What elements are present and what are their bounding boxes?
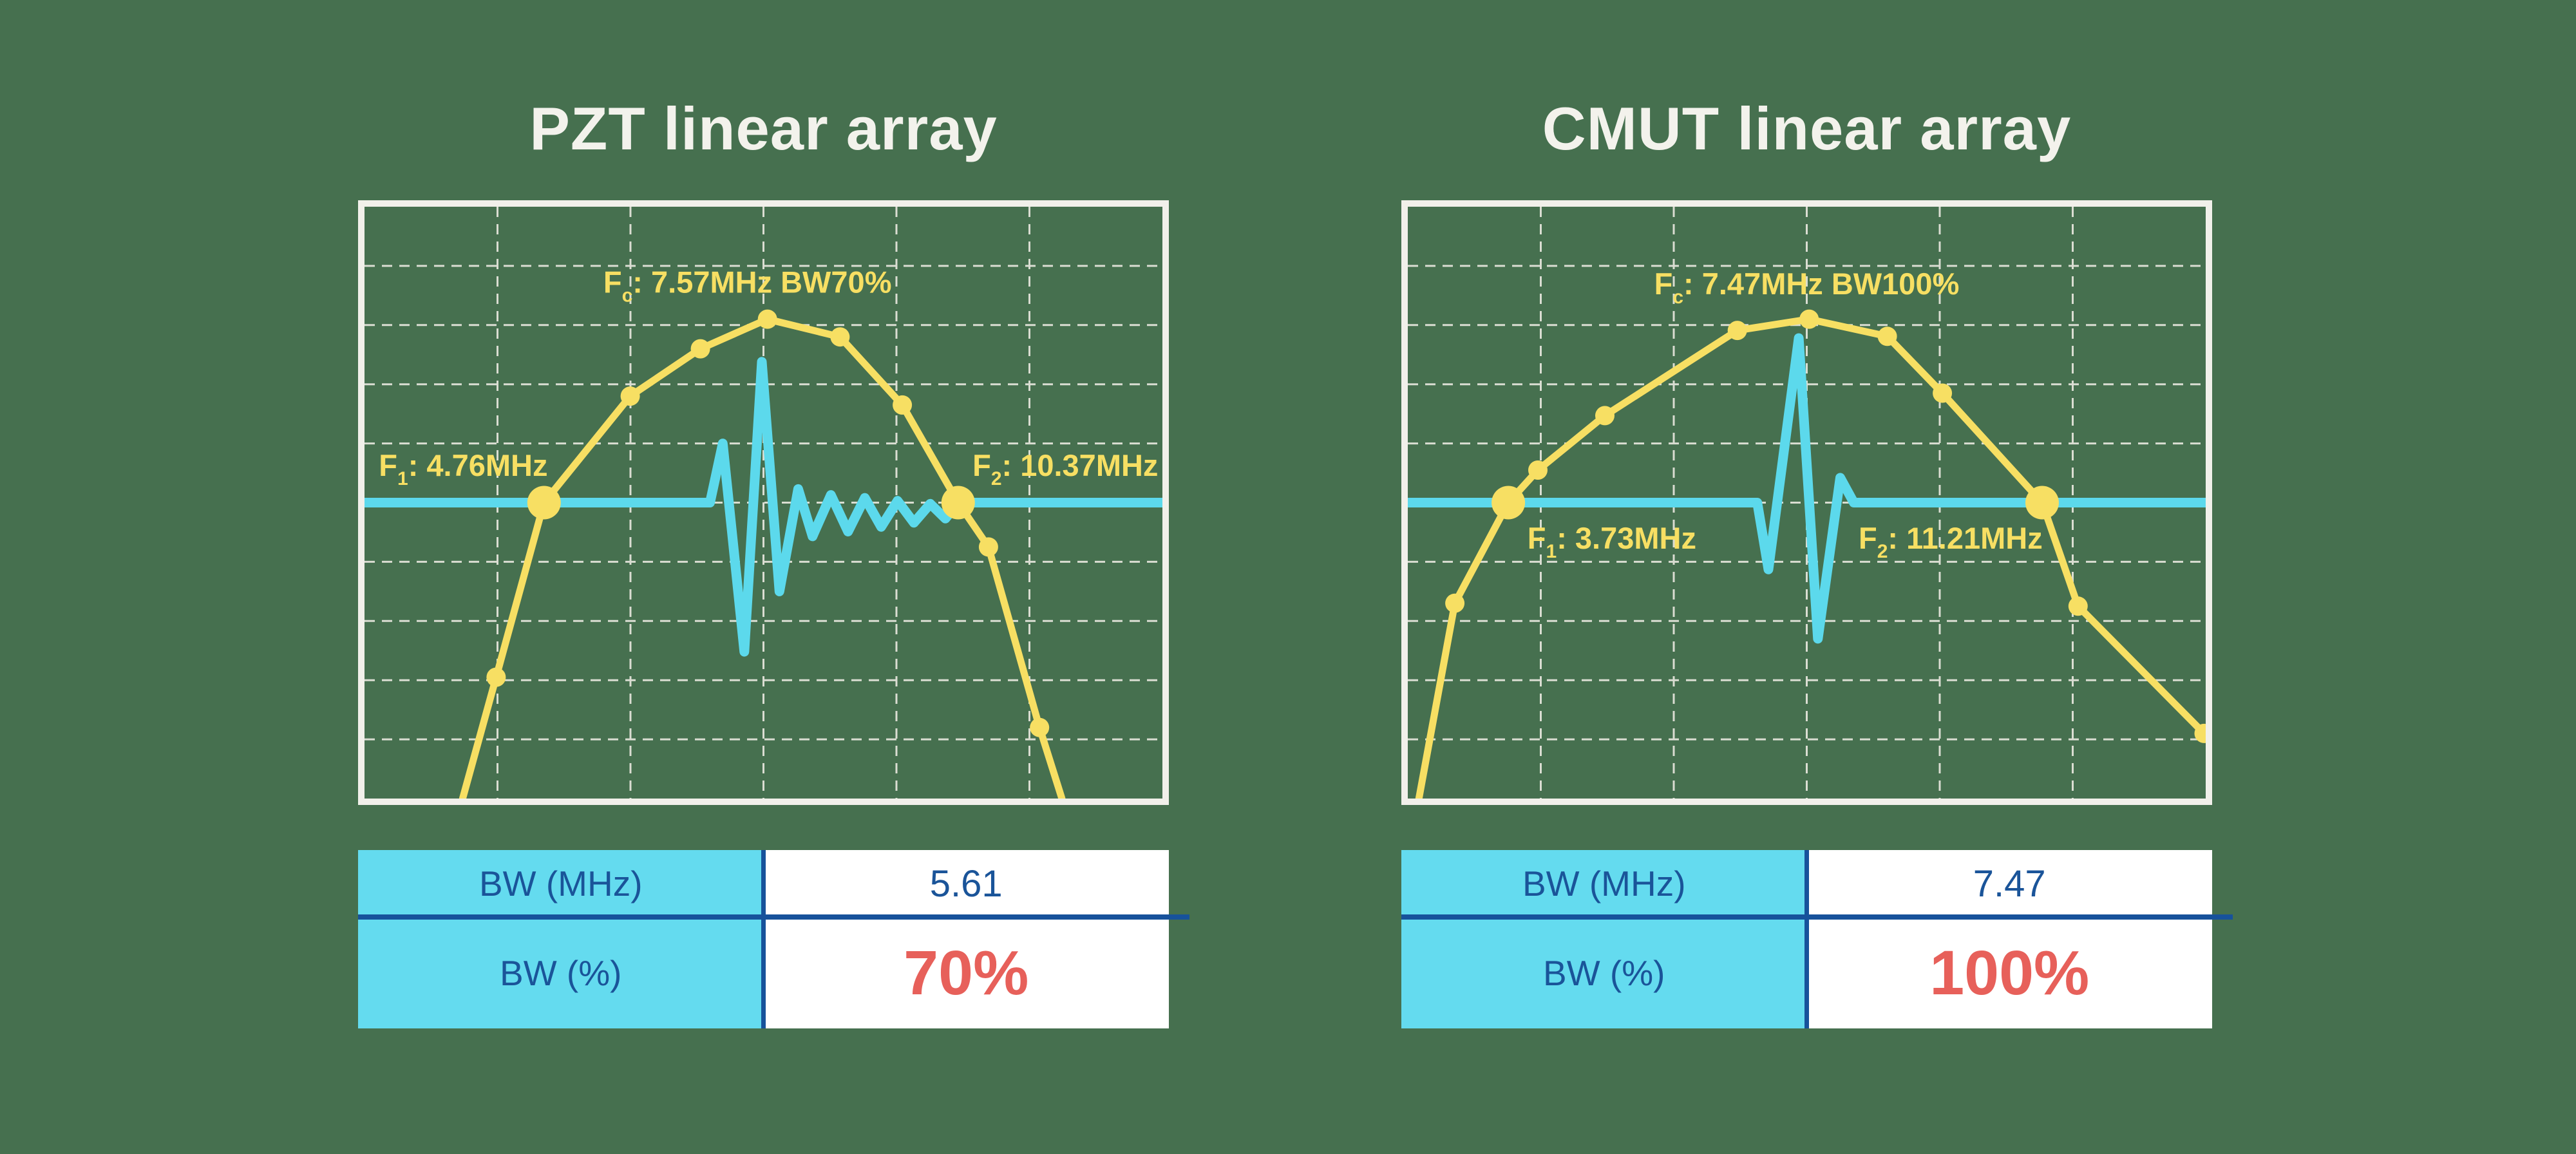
data-dot [1030,717,1050,737]
spectrum-chart-pzt: Fc: 7.57MHz BW70% F1: 4.76MHz F2: 10.37MHz [358,200,1169,805]
pulse-waveform [365,357,1162,657]
bandwidth-table-pzt: BW (MHz) 5.61 BW (%) 70% [358,850,1189,1028]
data-dot [1595,406,1615,426]
bandwidth-edge-dot [941,486,975,520]
bandwidth-edge-dot [527,486,561,520]
data-dot [2194,723,2206,743]
panel-title-cmut: CMUT linear array [1542,95,2072,162]
data-dot [978,537,998,557]
spectrum-dots [1445,309,2206,743]
table-row: BW (MHz) 7.47 [1401,850,2212,917]
data-dot [893,395,913,415]
data-dot [486,667,506,687]
table-column-divider [1804,850,1809,1028]
data-dot [620,386,640,406]
annotation-f1: F1: 4.76MHz [379,448,547,489]
panel-cmut: CMUT linear array Fc: 7.47MHz BW100% F1: … [1401,0,2233,1154]
data-dot [2068,596,2088,616]
annotation-fc: Fc: 7.47MHz BW100% [1654,267,1960,308]
spectrum-curve [1415,316,2206,799]
annotation-f1: F1: 3.73MHz [1528,521,1696,562]
annotation-fc: Fc: 7.57MHz BW70% [603,265,892,306]
table-row: BW (%) 70% [358,917,1169,1028]
spectrum-chart-cmut: Fc: 7.47MHz BW100% F1: 3.73MHz F2: 11.21MH… [1401,200,2212,805]
table-column-divider [761,850,766,1028]
panel-pzt: PZT linear array Fc: 7.57MHz BW70% F1: 4.… [358,0,1189,1154]
annotation-f2: F2: 10.37MHz [972,448,1158,489]
spectrum-curve [459,316,1066,799]
chart-canvas: Fc: 7.57MHz BW70% F1: 4.76MHz F2: 10.37MHz [365,207,1162,799]
data-dot [1877,326,1897,346]
bandwidth-table-cmut: BW (MHz) 7.47 BW (%) 100% [1401,850,2233,1028]
table-row: BW (MHz) 5.61 [358,850,1169,917]
table-row-divider [358,914,1189,920]
table-label-bw-mhz: BW (MHz) [1401,850,1807,917]
table-label-bw-pct: BW (%) [1401,917,1807,1028]
data-dot [830,327,850,347]
table-row: BW (%) 100% [1401,917,2212,1028]
data-dot [1933,383,1953,403]
data-dot [1799,309,1819,329]
table-label-bw-mhz: BW (MHz) [358,850,764,917]
data-dot [757,309,777,329]
table-value-bw-mhz: 5.61 [763,850,1169,917]
data-dot [1528,460,1548,480]
annotation-f2: F2: 11.21MHz [1859,521,2043,562]
pulse-waveform [1408,333,2206,644]
bandwidth-edge-dot [1492,486,1526,520]
data-dot [1727,321,1747,341]
table-value-bw-mhz: 7.47 [1806,850,2212,917]
table-value-bw-pct: 100% [1806,917,2212,1028]
table-value-bw-pct: 70% [763,917,1169,1028]
table-row-divider [1401,914,2233,920]
spectrum-dots [486,309,1050,737]
data-dot [690,339,710,359]
chart-canvas: Fc: 7.47MHz BW100% F1: 3.73MHz F2: 11.21MH… [1408,207,2206,799]
bandwidth-edge-dot [2025,486,2059,520]
panel-title-pzt: PZT linear array [529,95,998,162]
table-label-bw-pct: BW (%) [358,917,764,1028]
data-dot [1445,593,1465,613]
